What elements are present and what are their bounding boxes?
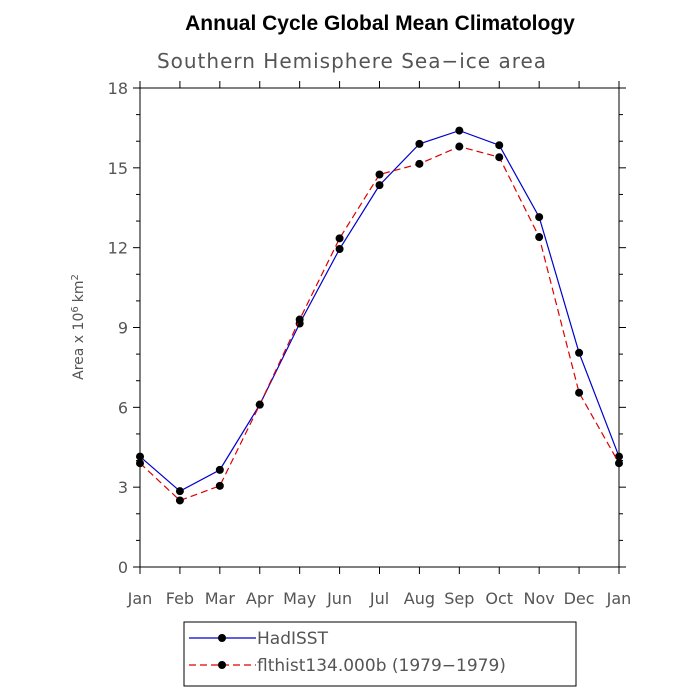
plot-frame [139,87,620,568]
data-point [615,459,623,468]
data-point [415,159,424,168]
y-tick-label: 15 [108,159,128,178]
y-tick-label: 18 [108,79,128,98]
series-layer [136,126,623,505]
data-point [575,348,584,357]
x-tick-label: Jul [369,589,389,608]
x-tick-label: Sep [444,589,474,608]
data-point [335,244,344,253]
data-point [215,481,224,490]
x-tick-label: Jan [127,589,153,608]
data-point [295,315,304,324]
data-point [455,142,464,151]
chart-title: Annual Cycle Global Mean Climatology [185,12,575,35]
x-tick-label: Mar [205,589,236,608]
data-point [175,496,184,505]
x-axis: Jan Feb Mar Apr May Jun Jul Aug Sep Oct Nov Dec Jan [127,81,632,608]
x-tick-label: Jan [606,589,632,608]
y-axis-label-unit-text: km [71,281,87,303]
data-point [495,153,504,162]
data-point [255,400,264,409]
data-point [136,452,144,461]
chart-subtitle: Southern Hemisphere Sea−ice area [157,49,547,73]
y-axis-label-exponent: 6 [70,306,81,312]
y-tick-label: 6 [118,398,128,417]
y-axis-label: Area x 106 km2 [70,274,88,380]
data-point [175,487,184,496]
legend-marker [218,634,226,642]
data-point [535,233,544,242]
data-point [215,465,224,474]
y-tick-label: 0 [118,558,128,577]
legend: HadISST flthist134.000b (1979−1979) [183,621,577,687]
legend-label: HadISST [257,629,329,649]
data-point [495,141,504,150]
data-point [455,126,464,135]
series-line [139,145,620,502]
data-point [535,213,544,222]
y-axis: 0 3 6 9 12 15 18 [108,79,626,577]
y-tick-label: 9 [118,319,128,338]
y-tick-label: 3 [118,478,128,497]
x-tick-label: Dec [564,589,595,608]
legend-label: flthist134.000b (1979−1979) [257,656,506,676]
y-axis-label-text: Area x 10 [71,313,87,380]
x-tick-label: Feb [166,589,194,608]
x-tick-label: Nov [524,589,555,608]
data-point [136,459,144,468]
x-tick-label: May [283,589,316,608]
legend-entries: HadISST flthist134.000b (1979−1979) [189,629,506,676]
x-tick-label: Jun [326,589,352,608]
x-tick-label: Oct [485,589,513,608]
y-tick-label: 12 [108,239,128,258]
data-point [575,388,584,397]
data-point [335,234,344,243]
x-tick-label: Apr [246,589,274,608]
data-point [615,452,623,461]
y-axis-label-unit: km2 [70,274,88,302]
data-point [375,170,384,179]
x-tick-label: Aug [404,589,435,608]
y-axis-label-unit-exponent: 2 [70,274,81,280]
legend-marker [218,661,226,669]
legend-box [183,621,577,687]
data-point [375,181,384,190]
data-point [415,139,424,148]
